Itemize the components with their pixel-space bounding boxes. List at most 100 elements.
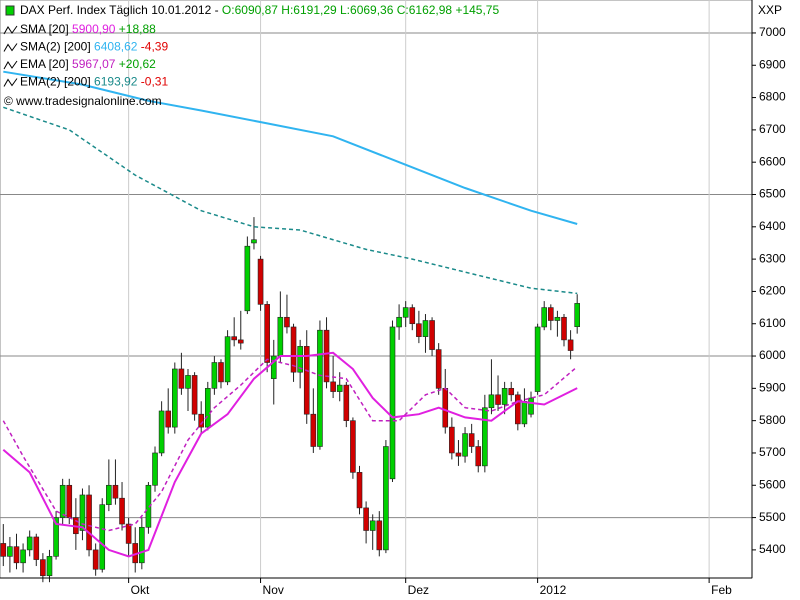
candle-body — [369, 520, 376, 531]
y-tick-label: 6500 — [759, 187, 786, 201]
candle-body — [172, 368, 178, 428]
candle-body — [0, 543, 7, 557]
legend-change: +18,88 — [119, 22, 156, 36]
candle-body — [574, 303, 580, 327]
y-tick-label: 6400 — [759, 219, 786, 233]
candle-body — [297, 346, 303, 373]
candle-body — [224, 336, 231, 383]
candle-body — [534, 326, 541, 392]
candle-body — [59, 484, 66, 518]
candle-body — [548, 307, 554, 321]
legend-entry: SMA [20] 5900,90 +18,88 — [20, 22, 156, 36]
y-tick-label: 6000 — [759, 348, 786, 362]
candle-body — [350, 420, 356, 473]
candle-body — [251, 239, 257, 244]
candle-body — [191, 375, 198, 415]
candle-body — [310, 413, 317, 447]
legend-icon — [3, 78, 18, 87]
candle-body — [515, 394, 521, 425]
ohlc: O:6090,87 H:6191,29 L:6069,36 C:6162,98 … — [222, 3, 500, 17]
candle-body — [541, 307, 548, 328]
candle-body — [528, 397, 534, 415]
candle-body — [33, 536, 40, 560]
candle-body — [376, 520, 383, 551]
candle-body — [211, 362, 218, 389]
candle-body — [336, 384, 343, 392]
candle-body — [561, 316, 567, 341]
indicator-line — [2, 358, 578, 532]
candle-body — [26, 536, 33, 551]
y-tick-label: 6200 — [759, 284, 786, 298]
header-icon — [5, 5, 15, 16]
marks — [0, 0, 752, 583]
candle-body — [139, 526, 145, 564]
candle-body — [389, 326, 396, 480]
candle-body — [99, 504, 106, 570]
y-tick-label: 6600 — [759, 154, 786, 168]
candle-body — [165, 410, 172, 428]
legend-icon — [3, 43, 18, 52]
candle-body — [198, 413, 204, 428]
x-tick-label: Nov — [263, 583, 284, 597]
legend-change: +20,62 — [119, 57, 156, 71]
candle-body — [488, 394, 495, 409]
candle-body — [204, 388, 211, 428]
x-tick-label: Okt — [131, 583, 150, 597]
legend-value: 5900,90 — [72, 22, 116, 36]
y-tick-label: 6100 — [759, 316, 786, 330]
y-tick-label: 5400 — [759, 542, 786, 556]
candle-body — [152, 452, 158, 486]
candle-body — [231, 336, 237, 341]
candle-body — [330, 381, 336, 392]
y-tick-label: 5900 — [759, 381, 786, 395]
legend-change: -4,39 — [141, 40, 169, 54]
candle-body — [416, 323, 422, 337]
legend-value: 6408,62 — [94, 40, 138, 54]
candle-body — [79, 494, 86, 531]
candle-body — [277, 316, 284, 357]
candle-body — [257, 258, 264, 305]
candle-body — [482, 407, 488, 467]
candle-body — [409, 307, 416, 325]
x-tick-label: Feb — [711, 583, 732, 597]
candle-body — [323, 329, 330, 383]
candle-body — [508, 388, 515, 396]
candle-body — [270, 355, 277, 379]
x-tick-label: Dez — [408, 583, 429, 597]
candle-body — [92, 549, 99, 570]
legend-value: 5967,07 — [72, 57, 116, 71]
legend-icon — [3, 60, 18, 70]
legend: SMA [20] 5900,90 +18,88 SMA(2) [200] 640… — [3, 22, 169, 89]
y-tick-label: 7000 — [759, 25, 786, 39]
legend-entry: EMA [20] 5967,07 +20,62 — [20, 57, 156, 71]
candle-body — [363, 507, 369, 531]
candle-body — [462, 433, 468, 457]
candle-body — [119, 497, 125, 525]
candle-body — [218, 362, 224, 383]
legend-icon — [3, 25, 18, 35]
candle-body — [501, 388, 508, 405]
watermark: © www.tradesignalonline.com — [4, 94, 162, 108]
legend-change: -0,31 — [141, 75, 169, 89]
y-tick-label: 6800 — [759, 90, 786, 104]
header-title: DAX Perf. Index Täglich 10.01.2012 - O:6… — [20, 3, 499, 17]
candle-body — [317, 329, 323, 447]
candle-body — [429, 320, 435, 350]
candle-body — [396, 316, 402, 328]
legend-name: SMA [20] — [20, 22, 69, 36]
candle-body — [284, 316, 290, 328]
candle-body — [145, 484, 152, 528]
candle-body — [435, 349, 442, 389]
symbol: XXP — [758, 3, 782, 17]
legend-entry: EMA(2) [200] 6193,92 -0,31 — [20, 75, 168, 89]
candle-body — [567, 339, 574, 351]
legend-value: 6193,92 — [94, 75, 138, 89]
candle-body — [106, 484, 112, 505]
candle-body — [521, 400, 528, 425]
y-tick-label: 6300 — [759, 251, 786, 265]
candle-body — [40, 559, 46, 577]
y-tick-label: 5500 — [759, 510, 786, 524]
candle-body — [112, 484, 119, 499]
candle-body — [449, 426, 455, 454]
